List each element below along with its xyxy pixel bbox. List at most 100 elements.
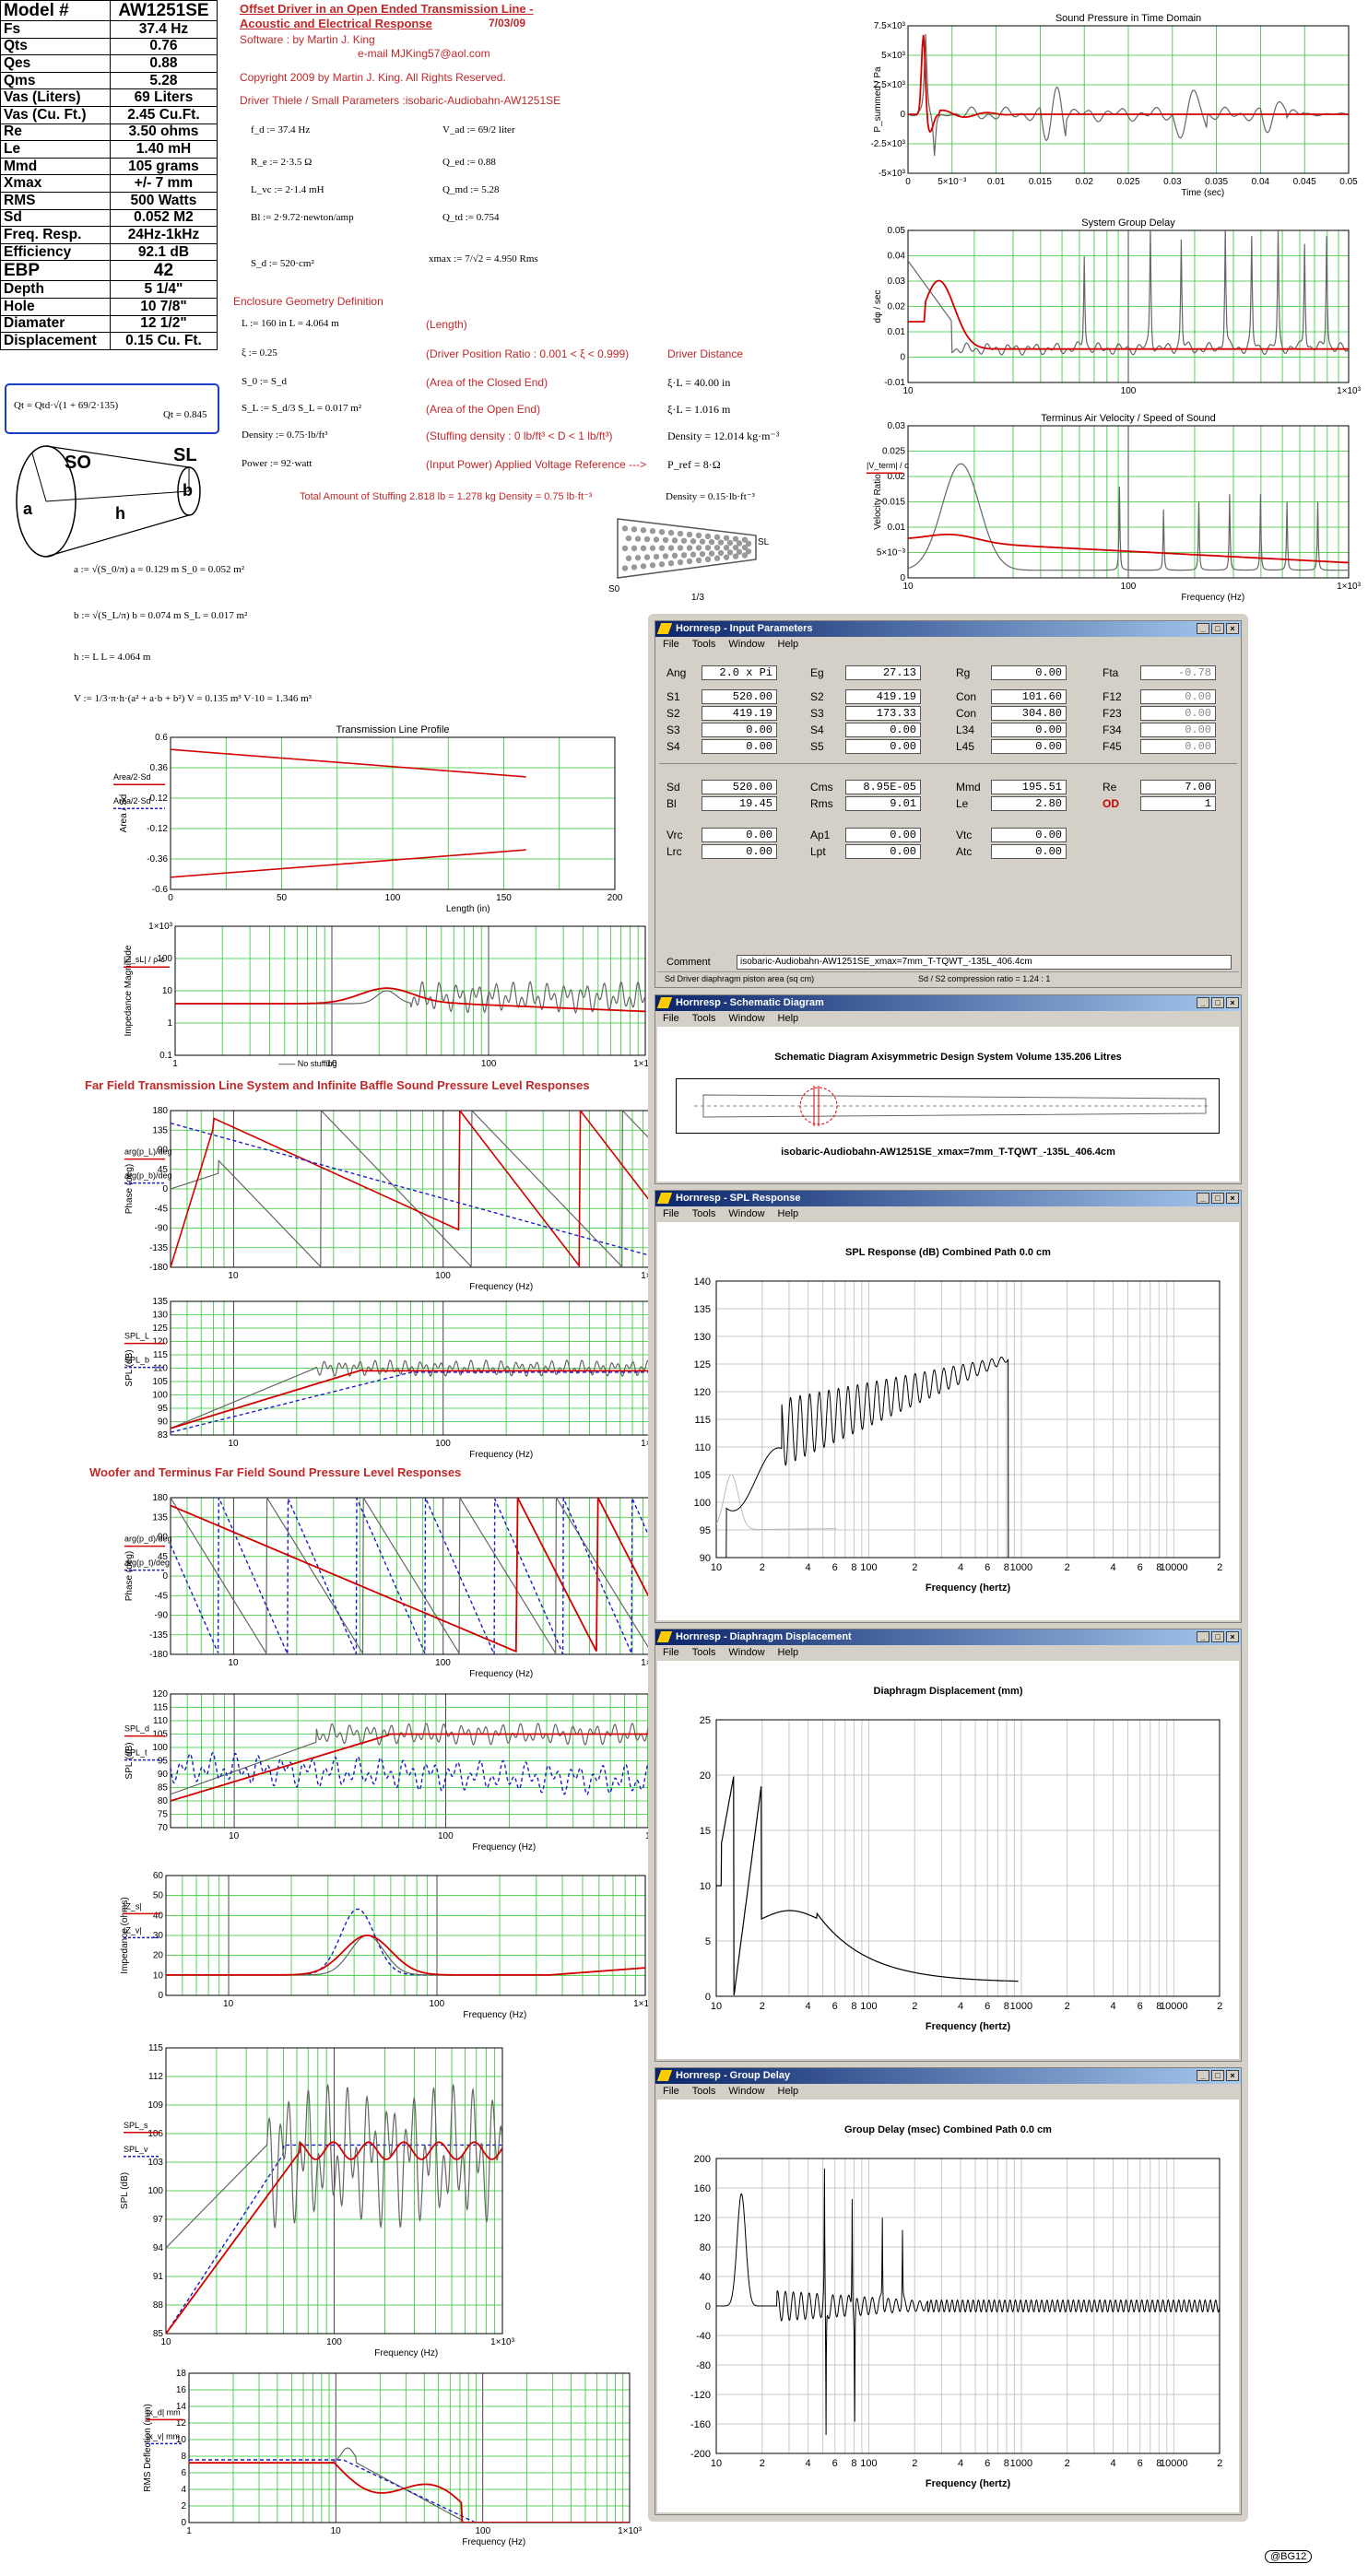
close-icon[interactable]: × bbox=[1226, 2070, 1239, 2081]
param-field[interactable]: 0.00 bbox=[702, 828, 777, 842]
plot-note: —— No stuffing bbox=[278, 1059, 336, 1068]
param-field[interactable]: 2.80 bbox=[991, 796, 1067, 811]
x-tick-label: 100 bbox=[475, 2526, 490, 2536]
menu-tools[interactable]: Tools bbox=[691, 1013, 716, 1024]
param-field[interactable]: 419.19 bbox=[702, 706, 777, 721]
minimize-icon[interactable]: _ bbox=[1197, 1193, 1209, 1204]
menu-window[interactable]: Window bbox=[728, 1013, 765, 1024]
param-field[interactable]: 7.00 bbox=[1140, 780, 1216, 794]
x-tick-label: 150 bbox=[496, 893, 512, 903]
param-field[interactable]: 0.00 bbox=[845, 723, 921, 737]
spec-row: Fs 37.4 Hz bbox=[0, 20, 218, 39]
menu-window[interactable]: Window bbox=[728, 2086, 765, 2097]
param-field[interactable]: 19.45 bbox=[702, 796, 777, 811]
param-field[interactable]: 0.00 bbox=[991, 665, 1067, 680]
menu-file[interactable]: File bbox=[663, 1013, 679, 1024]
minimize-icon[interactable]: _ bbox=[1197, 623, 1209, 634]
menu-tools[interactable]: Tools bbox=[691, 2086, 716, 2097]
menu-tools[interactable]: Tools bbox=[691, 1208, 716, 1219]
disp-window-titlebar[interactable]: Hornresp - Diaphragm Displacement _ □ × bbox=[655, 1629, 1241, 1645]
param-field[interactable]: 27.13 bbox=[845, 665, 921, 680]
y-tick-label: 200 bbox=[694, 2154, 711, 2165]
menu-tools[interactable]: Tools bbox=[691, 639, 716, 650]
y-axis-label: SPL (dB) bbox=[120, 2172, 130, 2209]
menu-window[interactable]: Window bbox=[728, 1647, 765, 1658]
maximize-icon[interactable]: □ bbox=[1211, 2070, 1224, 2081]
param-field[interactable]: 173.33 bbox=[845, 706, 921, 721]
maximize-icon[interactable]: □ bbox=[1211, 1193, 1224, 1204]
y-tick-label: 2.5×10³ bbox=[874, 80, 906, 90]
param-field[interactable]: -0.78 bbox=[1140, 665, 1216, 680]
y-tick-label: 16 bbox=[176, 2385, 187, 2395]
stuffing-dot bbox=[699, 538, 706, 545]
menu-tools[interactable]: Tools bbox=[691, 1647, 716, 1658]
input-window-titlebar[interactable]: Hornresp - Input Parameters _ □ × bbox=[655, 621, 1241, 637]
menu-file[interactable]: File bbox=[663, 1647, 679, 1658]
close-icon[interactable]: × bbox=[1226, 997, 1239, 1008]
param-field[interactable]: 0.00 bbox=[1140, 739, 1216, 754]
maximize-icon[interactable]: □ bbox=[1211, 997, 1224, 1008]
param-field[interactable]: 0.00 bbox=[702, 844, 777, 859]
plot-title: Transmission Line Profile bbox=[336, 724, 449, 735]
menu-file[interactable]: File bbox=[663, 2086, 679, 2097]
close-icon[interactable]: × bbox=[1226, 1631, 1239, 1642]
schematic-window-titlebar[interactable]: Hornresp - Schematic Diagram _ □ × bbox=[655, 995, 1241, 1011]
param-field[interactable]: 101.60 bbox=[991, 689, 1067, 704]
y-tick-label: 120 bbox=[694, 1387, 711, 1398]
param-field[interactable]: 520.00 bbox=[702, 780, 777, 794]
param-field[interactable]: 8.95E-05 bbox=[845, 780, 921, 794]
y-tick-label: 40 bbox=[153, 1911, 164, 1921]
y-tick-label: -0.01 bbox=[884, 378, 905, 388]
param-field[interactable]: 0.00 bbox=[845, 844, 921, 859]
param-field[interactable]: 0.00 bbox=[1140, 723, 1216, 737]
tl-profile-plot: 0.6 0.36 0.12 -0.12 -0.36 -0.60 50 100 150 200 Len… bbox=[113, 724, 623, 914]
menu-window[interactable]: Window bbox=[728, 639, 765, 650]
param-field[interactable]: 0.00 bbox=[1140, 689, 1216, 704]
menu-help[interactable]: Help bbox=[777, 1647, 799, 1658]
param-field[interactable]: 304.80 bbox=[991, 706, 1067, 721]
param-field[interactable]: 0.00 bbox=[1140, 706, 1216, 721]
minimize-icon[interactable]: _ bbox=[1197, 1631, 1209, 1642]
stuffing-dot bbox=[699, 550, 706, 558]
menu-help[interactable]: Help bbox=[777, 1208, 799, 1219]
param-field[interactable]: 520.00 bbox=[702, 689, 777, 704]
phase-red bbox=[171, 1111, 653, 1267]
param-field[interactable]: 2.0 x Pi bbox=[702, 665, 777, 680]
menu-help[interactable]: Help bbox=[777, 1013, 799, 1024]
param-field[interactable]: 0.00 bbox=[991, 723, 1067, 737]
gd-window-titlebar[interactable]: Hornresp - Group Delay _ □ × bbox=[655, 2068, 1241, 2084]
param-field[interactable]: 0.00 bbox=[845, 828, 921, 842]
minimize-icon[interactable]: _ bbox=[1197, 2070, 1209, 2081]
menu-help[interactable]: Help bbox=[777, 2086, 799, 2097]
param-field[interactable]: 0.00 bbox=[702, 723, 777, 737]
menu-file[interactable]: File bbox=[663, 1208, 679, 1219]
close-icon[interactable]: × bbox=[1226, 623, 1239, 634]
spl-window-titlebar[interactable]: Hornresp - SPL Response _ □ × bbox=[655, 1191, 1241, 1206]
stuffing-dot bbox=[695, 557, 702, 564]
param-field[interactable]: 0.00 bbox=[845, 739, 921, 754]
schematic-diagram bbox=[676, 1078, 1220, 1134]
menu-file[interactable]: File bbox=[663, 639, 679, 650]
menu-help[interactable]: Help bbox=[777, 639, 799, 650]
maximize-icon[interactable]: □ bbox=[1211, 623, 1224, 634]
group-delay-gray bbox=[908, 230, 1349, 356]
comment-field[interactable]: isobaric-Audiobahn-AW1251SE_xmax=7mm_T-T… bbox=[737, 955, 1232, 970]
minimize-icon[interactable]: _ bbox=[1197, 997, 1209, 1008]
y-tick-label: 125 bbox=[694, 1359, 711, 1370]
y-tick-label: -200 bbox=[690, 2449, 711, 2460]
stuffing-dot bbox=[658, 545, 666, 551]
param-field[interactable]: 0.00 bbox=[991, 828, 1067, 842]
param-field[interactable]: 9.01 bbox=[845, 796, 921, 811]
param-field[interactable]: 0.00 bbox=[702, 739, 777, 754]
param-field[interactable]: 1 bbox=[1140, 796, 1216, 811]
maximize-icon[interactable]: □ bbox=[1211, 1631, 1224, 1642]
menu-window[interactable]: Window bbox=[728, 1208, 765, 1219]
param-field[interactable]: 0.00 bbox=[991, 844, 1067, 859]
param-field[interactable]: 0.00 bbox=[991, 739, 1067, 754]
y-tick-label: 75 bbox=[158, 1810, 169, 1820]
spec-row: RMS 500 Watts bbox=[0, 191, 218, 210]
close-icon[interactable]: × bbox=[1226, 1193, 1239, 1204]
driver-params-label: Driver Thiele / Small Parameters :isobar… bbox=[240, 94, 561, 107]
param-field[interactable]: 419.19 bbox=[845, 689, 921, 704]
param-field[interactable]: 195.51 bbox=[991, 780, 1067, 794]
